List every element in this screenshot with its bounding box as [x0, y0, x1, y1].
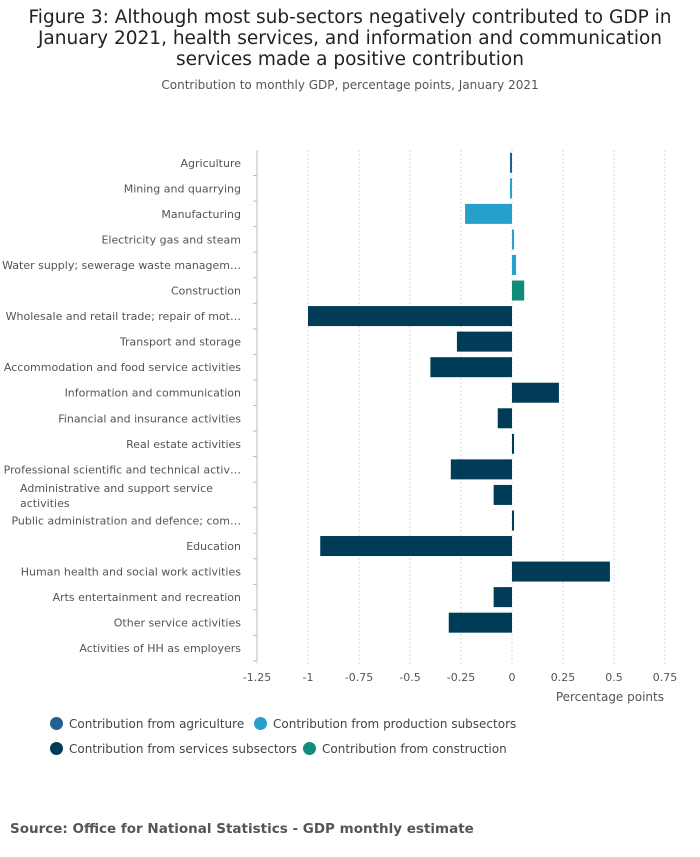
- source-note: Source: Office for National Statistics -…: [10, 821, 474, 837]
- legend-label: Contribution from construction: [322, 742, 507, 756]
- bar[interactable]: [497, 408, 512, 429]
- bar[interactable]: [509, 178, 512, 199]
- bar[interactable]: [320, 536, 512, 557]
- category-label: Arts entertainment and recreation: [53, 591, 241, 604]
- x-tick-label: 0.75: [653, 671, 678, 684]
- bar[interactable]: [512, 280, 525, 301]
- legend-label: Contribution from production subsectors: [273, 717, 517, 731]
- category-label: Accommodation and food service activitie…: [4, 361, 241, 374]
- bars: [308, 152, 610, 633]
- category-label: Professional scientific and technical ac…: [4, 463, 241, 476]
- legend-swatch: [50, 742, 63, 755]
- category-label: Wholesale and retail trade; repair of mo…: [6, 310, 241, 323]
- bar[interactable]: [512, 433, 515, 454]
- bar[interactable]: [512, 510, 515, 531]
- category-label: Activities of HH as employers: [79, 642, 241, 655]
- x-axis-label: Percentage points: [556, 690, 664, 704]
- category-label: Education: [186, 540, 241, 553]
- x-tick-labels: -1.25 -1 -0.75 -0.5 -0.25 0 0.25 0.5 0.75: [243, 671, 677, 684]
- category-label: Public administration and defence; com…: [11, 514, 241, 527]
- legend-swatch: [254, 717, 267, 730]
- bar[interactable]: [450, 459, 512, 480]
- bar[interactable]: [493, 484, 512, 505]
- x-tick-label: -0.5: [399, 671, 420, 684]
- category-label: Other service activities: [114, 617, 241, 630]
- gridlines: [253, 150, 666, 664]
- bar[interactable]: [430, 357, 512, 378]
- legend-label: Contribution from services subsectors: [69, 742, 298, 756]
- category-labels: Agriculture Mining and quarrying Manufactu…: [2, 157, 241, 655]
- x-tick-label: -0.75: [345, 671, 373, 684]
- bar[interactable]: [308, 306, 512, 327]
- category-label: Human health and social work activities: [21, 566, 242, 579]
- bar[interactable]: [448, 612, 512, 633]
- chart-title: Figure 3: Although most sub-sectors nega…: [28, 7, 672, 70]
- bar[interactable]: [512, 382, 559, 403]
- x-tick-label: 0.25: [551, 671, 576, 684]
- bar[interactable]: [512, 254, 517, 275]
- x-tick-label: -1: [303, 671, 314, 684]
- legend-label: Contribution from agriculture: [69, 717, 245, 731]
- bar[interactable]: [509, 152, 512, 173]
- x-tick-label: -1.25: [243, 671, 271, 684]
- legend-item-agriculture[interactable]: Contribution from agriculture: [50, 717, 244, 731]
- bar[interactable]: [512, 229, 515, 250]
- x-tick-label: 0: [509, 671, 516, 684]
- legend-item-production[interactable]: Contribution from production subsectors: [254, 717, 516, 731]
- legend-item-construction[interactable]: Contribution from construction: [303, 742, 507, 756]
- category-label: Financial and insurance activities: [58, 412, 241, 425]
- bar[interactable]: [512, 561, 610, 582]
- legend-swatch: [50, 717, 63, 730]
- category-label: Real estate activities: [126, 438, 241, 451]
- x-tick-label: 0.5: [605, 671, 623, 684]
- category-label: Manufacturing: [161, 208, 241, 221]
- category-label: Construction: [171, 285, 241, 298]
- category-label: Agriculture: [181, 157, 242, 170]
- chart-subtitle: Contribution to monthly GDP, percentage …: [161, 78, 539, 92]
- category-label: Water supply; sewerage waste managem…: [2, 259, 241, 272]
- bar[interactable]: [456, 331, 512, 352]
- legend-swatch: [303, 742, 316, 755]
- category-label: Information and communication: [65, 387, 241, 400]
- bar[interactable]: [493, 587, 512, 608]
- category-label: Electricity gas and steam: [101, 233, 241, 246]
- x-tick-label: -0.25: [447, 671, 475, 684]
- legend-item-services[interactable]: Contribution from services subsectors: [50, 742, 297, 756]
- category-label: Transport and storage: [119, 336, 241, 349]
- bar[interactable]: [465, 203, 512, 224]
- category-label: Mining and quarrying: [124, 182, 241, 195]
- category-label: Administrative and support service activi…: [20, 482, 213, 510]
